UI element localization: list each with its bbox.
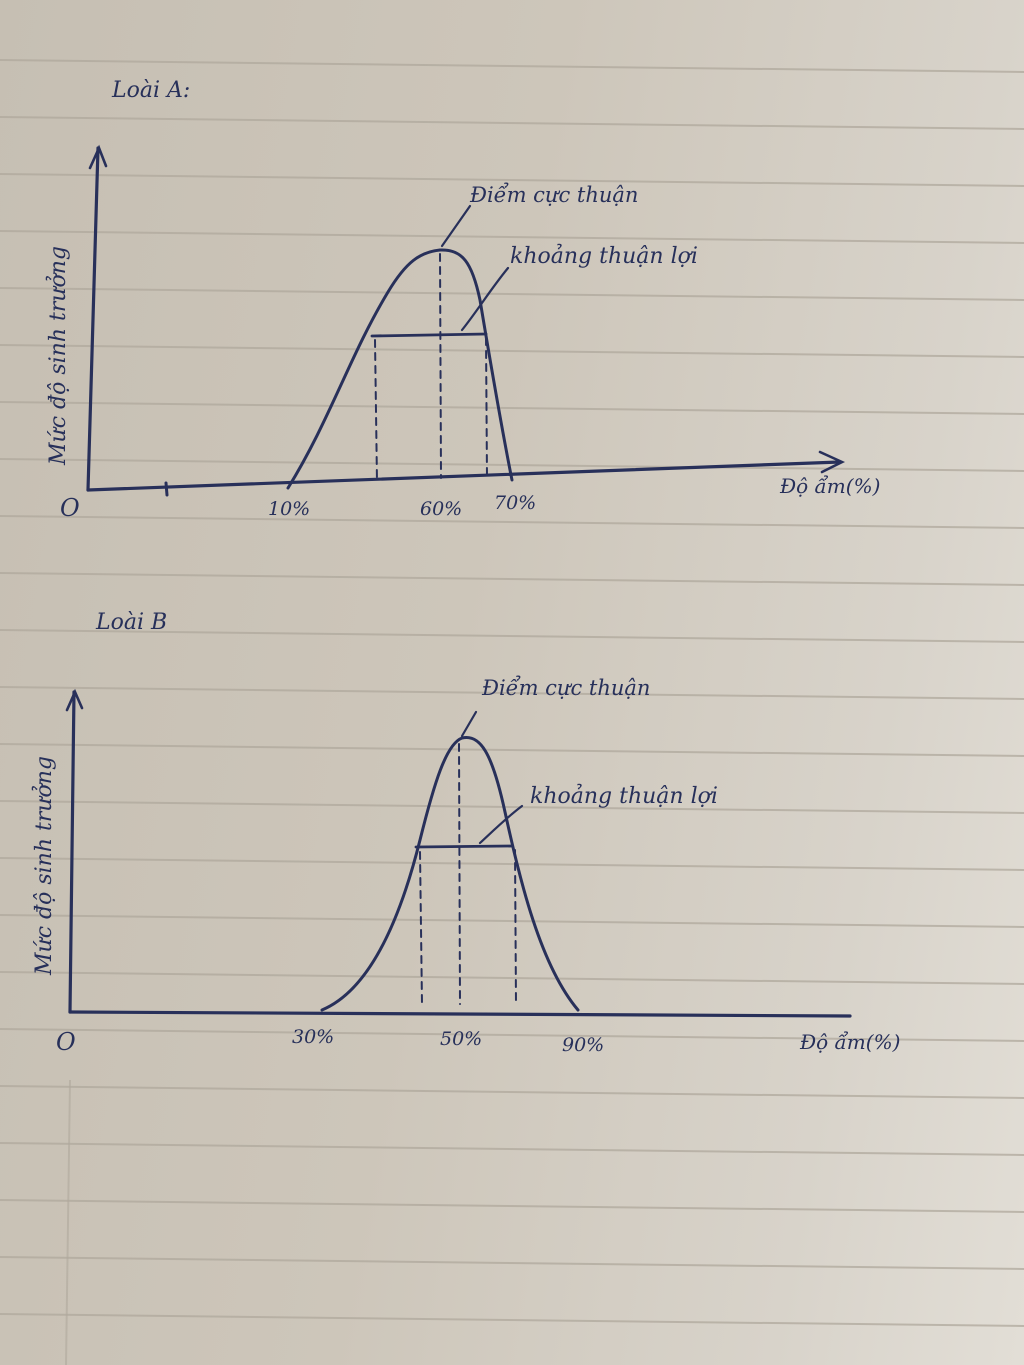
diagram-b-peak-label: Điểm cực thuận: [482, 676, 651, 700]
diagram-b-tick-label-1: 30%: [292, 1026, 335, 1048]
diagram-a-x-arrow: [818, 450, 846, 474]
diagram-a-peak-label: Điểm cực thuận: [470, 183, 639, 207]
diagram-b-y-arrow: [65, 688, 84, 712]
diagram-a-peak-pointer: [440, 204, 472, 248]
diagram-a-heading: Loài A:: [112, 78, 191, 103]
diagram-a-dashed-peak: [439, 253, 442, 479]
diagram-a: [86, 144, 846, 497]
diagram-b-dashed-right: [514, 849, 517, 1005]
diagram-a-range-label: khoảng thuận lợi: [510, 244, 698, 269]
diagram-a-tick-label-3: 70%: [494, 492, 537, 514]
diagram-a-range-line: [370, 332, 488, 338]
diagram-a-dashed-left: [374, 339, 378, 483]
diagram-b-dashed-left: [419, 851, 423, 1005]
diagram-a-tick-label-1: 10%: [268, 498, 311, 520]
diagram-b-curve: [320, 735, 580, 1012]
diagram-b-x-axis: [68, 1010, 852, 1018]
diagram-a-tick-label-2: 60%: [420, 498, 463, 520]
diagram-a-y-axis: [86, 146, 100, 492]
diagram-b-heading: Loài B: [96, 610, 168, 635]
diagram-b: [65, 688, 852, 1018]
diagram-b-range-line: [414, 844, 514, 849]
diagram-a-curve: [286, 248, 514, 490]
diagram-a-y-axis-label: Mức độ sinh trưởng: [46, 245, 71, 465]
diagram-b-origin-label: O: [56, 1028, 76, 1056]
diagram-b-y-axis-label: Mức độ sinh trưởng: [32, 755, 57, 975]
diagram-b-x-axis-label: Độ ẩm(%): [800, 1030, 901, 1054]
diagram-b-range-pointer: [478, 804, 524, 845]
diagram-a-range-pointer: [460, 266, 510, 332]
diagram-b-peak-pointer: [460, 710, 478, 738]
diagram-a-origin-label: O: [60, 494, 80, 522]
diagram-b-tick-label-3: 90%: [562, 1034, 605, 1056]
diagram-b-range-label: khoảng thuận lợi: [530, 784, 718, 809]
diagram-a-dashed-right: [485, 337, 488, 479]
diagram-a-x-axis-label: Độ ẩm(%): [780, 474, 881, 498]
diagram-b-y-axis: [68, 690, 76, 1014]
diagram-a-x-axis: [86, 460, 842, 492]
diagram-a-axis-tick: [164, 481, 169, 497]
diagram-b-tick-label-2: 50%: [440, 1028, 483, 1050]
diagram-b-dashed-peak: [458, 743, 461, 1005]
diagram-a-y-arrow: [88, 144, 108, 170]
